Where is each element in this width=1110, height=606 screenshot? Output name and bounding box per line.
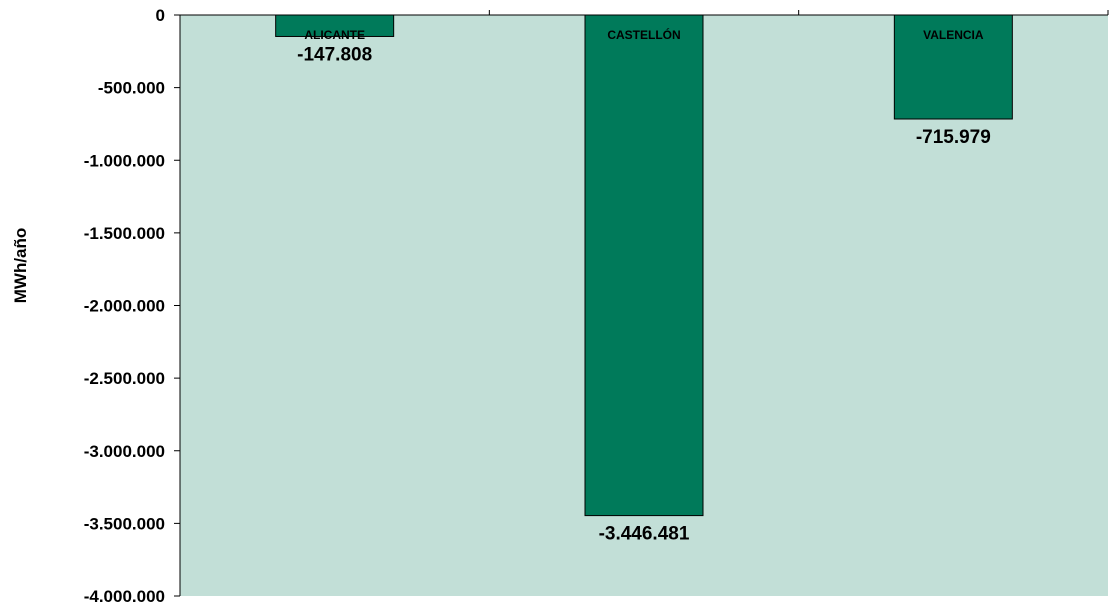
y-tick-label: -4.000.000 <box>84 587 165 606</box>
category-label: VALENCIA <box>923 28 984 42</box>
y-axis-title: MWh/año <box>11 228 30 304</box>
value-label: -147.808 <box>297 44 372 65</box>
y-tick-label: -3.000.000 <box>84 442 165 461</box>
y-tick-label: -500.000 <box>98 79 165 98</box>
value-label: -715.979 <box>916 127 991 148</box>
y-tick-label: -1.500.000 <box>84 224 165 243</box>
category-label: CASTELLÓN <box>607 27 680 42</box>
bars-group <box>275 14 1013 517</box>
value-label: -3.446.481 <box>599 524 690 545</box>
y-tick-label: -2.500.000 <box>84 369 165 388</box>
y-axis: 0 -500.000 -1.000.000 -1.500.000 -2.000.000 -… <box>84 6 181 606</box>
y-tick-label: 0 <box>156 6 165 25</box>
y-tick-label: -3.500.000 <box>84 514 165 533</box>
y-tick-label: -1.000.000 <box>84 151 165 170</box>
y-tick-label: -2.000.000 <box>84 297 165 316</box>
category-label: ALICANTE <box>304 28 365 42</box>
bar-castellón <box>584 14 704 517</box>
x-axis <box>180 10 1109 16</box>
value-labels-group: -147.808 -3.446.481 -715.979 <box>297 44 991 544</box>
bar-valencia <box>893 14 1013 120</box>
category-labels-group: ALICANTE CASTELLÓN VALENCIA <box>304 27 984 42</box>
